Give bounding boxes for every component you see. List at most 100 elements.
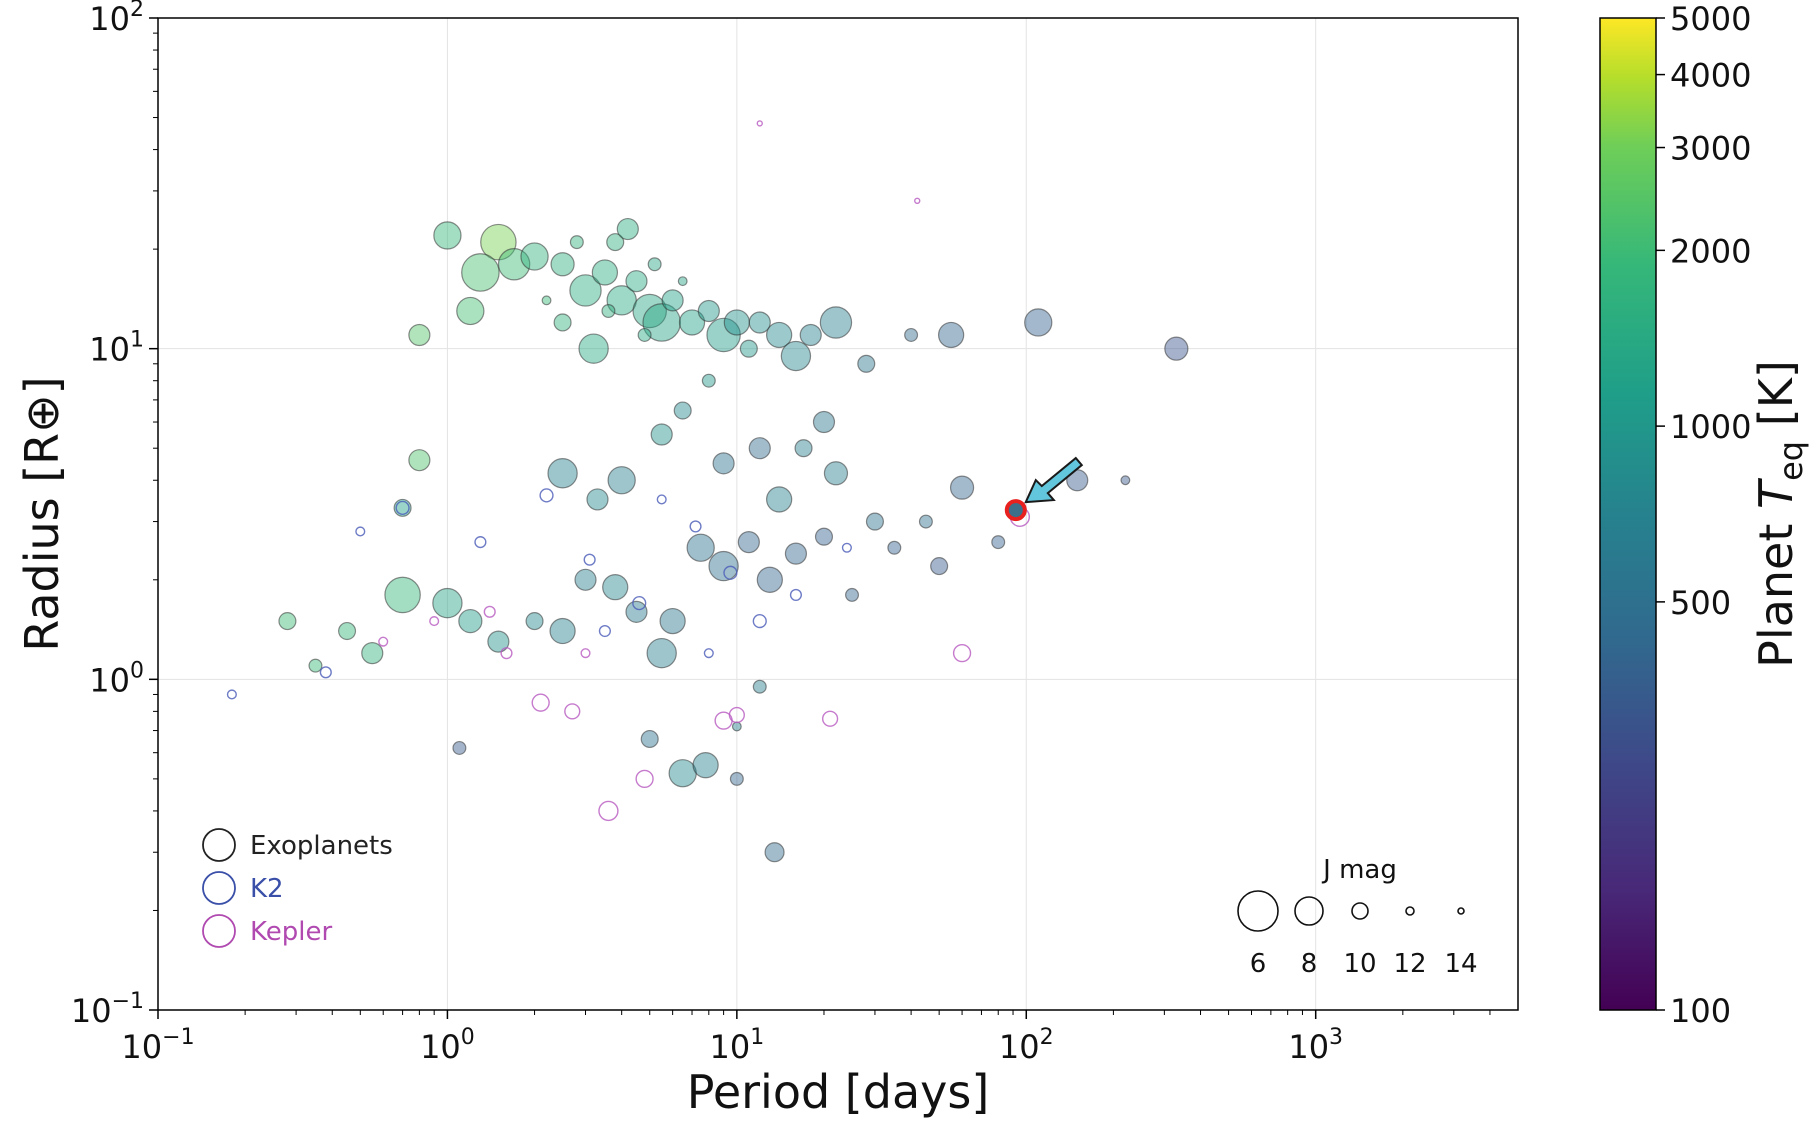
kepler-point bbox=[952, 644, 972, 663]
size-legend-label: 6 bbox=[1250, 949, 1267, 979]
kepler-point bbox=[564, 703, 581, 720]
exoplanets-point bbox=[799, 323, 822, 347]
y-tick-label-exponent: 2 bbox=[130, 0, 144, 22]
k2-point bbox=[598, 624, 611, 638]
exoplanets-point bbox=[794, 439, 813, 458]
exoplanets-point bbox=[729, 771, 744, 786]
k2-point bbox=[395, 500, 410, 515]
exoplanets-point bbox=[887, 540, 902, 555]
exoplanets-point bbox=[578, 333, 609, 364]
k2-point bbox=[841, 542, 852, 553]
exoplanets-point bbox=[456, 296, 485, 326]
exoplanets-point bbox=[338, 621, 357, 641]
exoplanets-point bbox=[692, 752, 719, 779]
exoplanets-point bbox=[819, 306, 853, 339]
exoplanets-point bbox=[637, 327, 652, 342]
exoplanets-point bbox=[677, 276, 688, 287]
x-tick-label: 101 bbox=[709, 1025, 764, 1066]
exoplanets-point bbox=[764, 842, 785, 863]
exoplanets-point bbox=[520, 242, 549, 271]
kepler-point bbox=[821, 710, 839, 727]
exoplanets-point bbox=[748, 437, 771, 460]
exoplanets-point bbox=[1024, 308, 1053, 337]
x-tick-label: 10−1 bbox=[121, 1025, 194, 1066]
exoplanets-point bbox=[678, 309, 706, 336]
exoplanets-point bbox=[642, 303, 682, 342]
exoplanets-point bbox=[278, 612, 297, 631]
legend-label: Kepler bbox=[250, 917, 332, 947]
y-tick-label: 102 bbox=[89, 0, 144, 38]
kepler-point bbox=[429, 616, 440, 627]
exoplanets-point bbox=[949, 475, 975, 500]
size-legend-marker bbox=[1457, 907, 1465, 915]
exoplanets-point bbox=[632, 293, 667, 329]
kepler-point bbox=[728, 706, 745, 724]
exoplanets-point bbox=[865, 512, 884, 531]
size-legend-label: 8 bbox=[1301, 949, 1318, 979]
exoplanets-point bbox=[845, 587, 860, 602]
x-tick-label-base: 10 bbox=[420, 1028, 461, 1066]
exoplanets-point bbox=[433, 221, 462, 250]
exoplanets-point bbox=[780, 340, 812, 372]
size-legend-marker bbox=[1405, 906, 1415, 916]
exoplanets-point bbox=[480, 223, 517, 261]
x-tick-label-base: 10 bbox=[1288, 1028, 1329, 1066]
x-tick-label-base: 10 bbox=[121, 1028, 162, 1066]
highlight-arrow bbox=[1024, 456, 1084, 504]
exoplanets-point bbox=[673, 401, 692, 420]
exoplanets-point bbox=[765, 321, 793, 349]
legend-marker bbox=[202, 828, 236, 862]
exoplanets-point bbox=[487, 630, 510, 653]
colorbar-tick-label: 1000 bbox=[1670, 408, 1751, 446]
points-layer bbox=[226, 120, 1189, 863]
x-tick-label: 100 bbox=[420, 1025, 475, 1066]
exoplanets-point bbox=[432, 587, 463, 619]
k2-point bbox=[752, 614, 767, 629]
exoplanets-point bbox=[814, 527, 834, 546]
exoplanets-point bbox=[525, 612, 544, 631]
exoplanets-point bbox=[812, 410, 836, 434]
k2-point bbox=[474, 536, 487, 549]
legend-label: K2 bbox=[250, 874, 284, 904]
grid-layer bbox=[157, 17, 1518, 1011]
exoplanets-point bbox=[547, 458, 578, 489]
kepler-point bbox=[914, 197, 921, 205]
highlight-marker bbox=[1004, 456, 1084, 522]
k2-point bbox=[632, 596, 647, 611]
x-tick-label-exponent: 0 bbox=[461, 1025, 475, 1050]
exoplanets-point bbox=[550, 252, 575, 277]
legend-label: Exoplanets bbox=[250, 831, 393, 861]
exoplanets-point bbox=[784, 542, 808, 565]
size-legend-label: 12 bbox=[1393, 949, 1426, 979]
y-tick-label: 101 bbox=[89, 328, 144, 369]
exoplanets-point bbox=[647, 257, 662, 272]
y-tick-label-base: 10 bbox=[89, 661, 130, 699]
k2-point bbox=[723, 565, 738, 580]
exoplanets-point bbox=[739, 339, 758, 358]
size-legend-label: 10 bbox=[1343, 949, 1376, 979]
colorbar-label: Planet Teq [K] bbox=[1749, 360, 1810, 668]
y-axis-label: Radius [R⊕] bbox=[15, 376, 69, 651]
exoplanets-point bbox=[625, 600, 648, 623]
colorbar-tick-label: 500 bbox=[1670, 584, 1731, 622]
exoplanets-point bbox=[569, 274, 602, 307]
k2-point bbox=[226, 689, 237, 700]
exoplanets-point bbox=[686, 533, 715, 562]
exoplanets-point bbox=[361, 642, 384, 665]
x-axis-label: Period [days] bbox=[687, 1065, 990, 1119]
exoplanets-point bbox=[616, 217, 639, 241]
colorbar-label-var: T bbox=[1749, 477, 1803, 509]
exoplanets-point bbox=[659, 607, 686, 635]
colorbar-label-suffix: [K] bbox=[1749, 360, 1803, 441]
k2-point bbox=[583, 553, 596, 566]
highlighted-planet bbox=[1004, 499, 1027, 522]
exoplanets-point bbox=[408, 449, 431, 472]
exoplanets-point bbox=[553, 313, 572, 332]
kepler-point bbox=[378, 636, 389, 647]
y-axis-label-group: Radius [R⊕] bbox=[15, 376, 69, 651]
exoplanets-point bbox=[497, 248, 531, 281]
y-tick-label-exponent: 0 bbox=[130, 658, 144, 683]
x-tick-label-exponent: 3 bbox=[1329, 1025, 1343, 1050]
colorbar-tick-label: 3000 bbox=[1670, 130, 1751, 168]
